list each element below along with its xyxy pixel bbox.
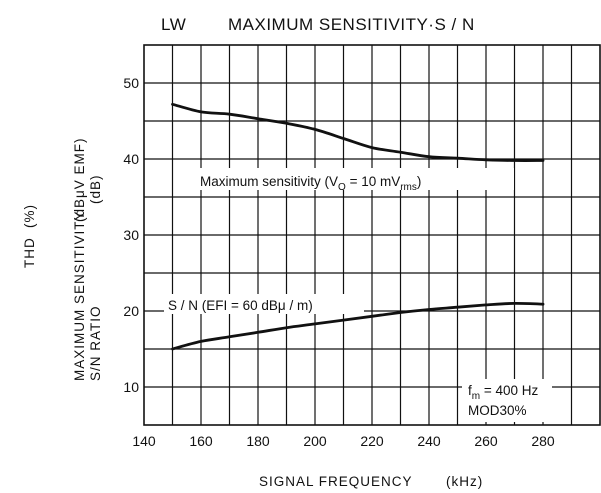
plot-frame [143, 44, 601, 426]
series-label-sensitivity: Maximum sensitivity (VO = 10 mVrms) [200, 174, 421, 193]
annotation-mod: MOD30% [468, 403, 527, 418]
label-bg-sensitivity [196, 168, 514, 190]
y-axis-unit-thd: (%) [22, 204, 37, 228]
annotation-fm: fm = 400 Hz [468, 383, 539, 402]
x-tick-label: 280 [531, 433, 555, 449]
y-tick-label: 40 [123, 151, 139, 167]
y-tick-label: 50 [123, 75, 139, 91]
y-axis-label-sensitivity-group: MAXIMUM SENSITIVITY S/N RATIO (dBμV EMF)… [72, 137, 103, 381]
x-tick-label: 140 [132, 433, 156, 449]
x-axis-label: SIGNAL FREQUENCY [259, 474, 413, 489]
x-axis-unit: (kHz) [446, 474, 483, 489]
x-tick-label: 160 [189, 433, 213, 449]
x-tick-labels: 140 160 180 200 220 240 260 280 [132, 433, 555, 449]
chart-title-band: LW [161, 15, 186, 34]
y-axis-unit-dbuv: (dBμV EMF) [72, 137, 87, 222]
conditions-box-bg [462, 379, 552, 422]
series-line-sn [171, 301, 545, 351]
series-line-sensitivity [171, 102, 545, 162]
label-bg-sn [164, 294, 364, 314]
y-axis-label-snratio: S/N RATIO [88, 305, 103, 381]
y-tick-labels: 10 20 30 40 50 [123, 75, 139, 395]
y-axis-unit-db: (dB) [88, 174, 103, 204]
y-axis-label-thd: THD [22, 237, 37, 268]
grid [144, 45, 600, 425]
x-tick-label: 200 [303, 433, 327, 449]
x-tick-label: 180 [246, 433, 270, 449]
x-tick-label: 240 [417, 433, 441, 449]
x-tick-label: 220 [360, 433, 384, 449]
y-tick-label: 20 [123, 303, 139, 319]
series-label-sn: S / N (EFI = 60 dBμ / m) [168, 298, 313, 313]
y-tick-label: 10 [123, 379, 139, 395]
series-lines [171, 102, 545, 351]
y-tick-label: 30 [123, 227, 139, 243]
x-tick-label: 260 [474, 433, 498, 449]
y-axis-label-thd-group: THD (%) [22, 204, 37, 268]
y-axis-label-sensitivity: MAXIMUM SENSITIVITY [72, 210, 87, 381]
chart-title: MAXIMUM SENSITIVITY·S / N [228, 15, 475, 34]
